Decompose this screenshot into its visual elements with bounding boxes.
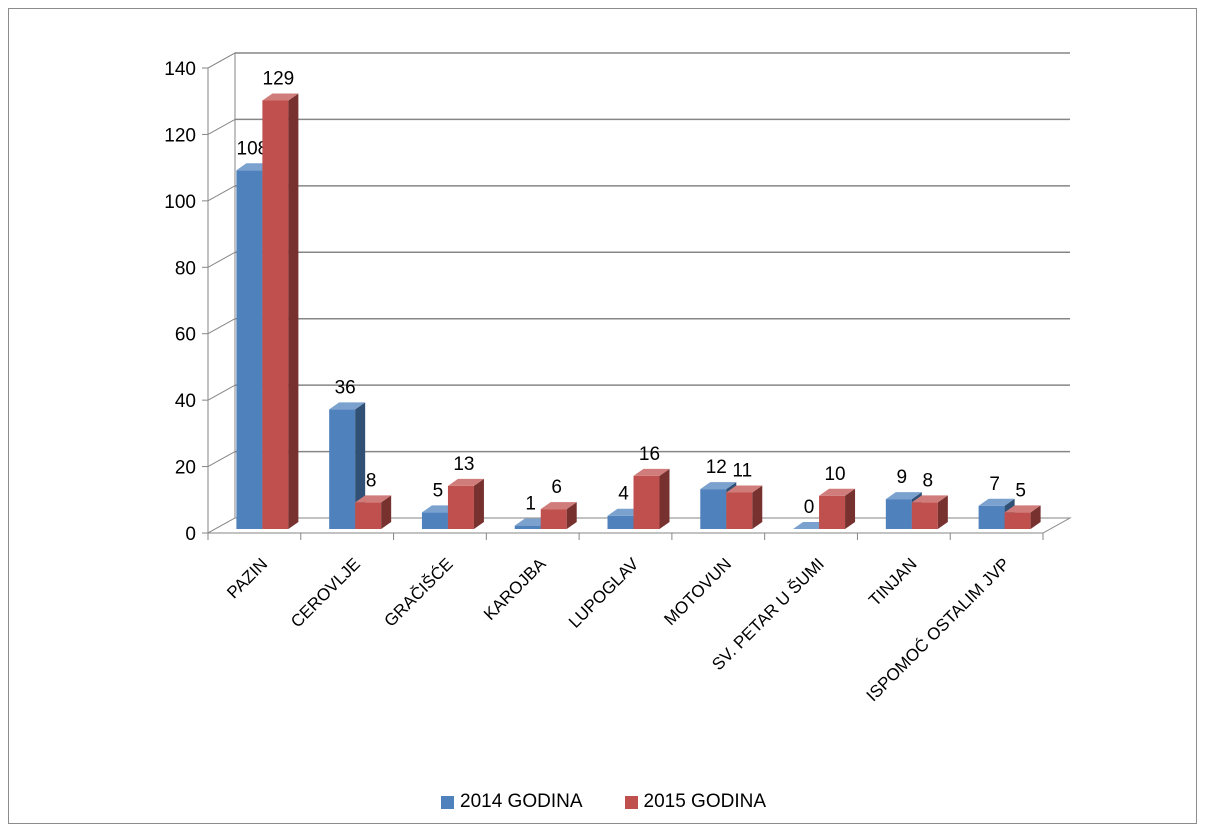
data-label: 108 bbox=[237, 138, 269, 159]
bar-face bbox=[566, 502, 577, 529]
bar-face bbox=[421, 512, 448, 529]
x-tick-label: LUPOGLAV bbox=[565, 554, 643, 632]
bar-face bbox=[355, 495, 392, 503]
bar-face bbox=[381, 495, 392, 529]
bar-2015-4 bbox=[633, 468, 670, 529]
gridline-side bbox=[207, 318, 236, 335]
legend-swatch-2014 bbox=[441, 795, 454, 809]
y-tick-label: 140 bbox=[164, 59, 196, 80]
bar-face bbox=[607, 515, 634, 529]
bar-2015-8 bbox=[1004, 505, 1041, 529]
y-tick-label: 40 bbox=[175, 391, 196, 412]
bar-face bbox=[885, 499, 912, 529]
chart-frame bbox=[8, 8, 1197, 824]
y-tick-label: 20 bbox=[175, 458, 196, 479]
x-tick-label: TINJAN bbox=[865, 554, 921, 610]
data-label: 1 bbox=[525, 494, 536, 515]
bar-face bbox=[700, 489, 727, 529]
bar-2015-6 bbox=[819, 488, 856, 529]
legend-item-2014: 2014 GODINA bbox=[441, 791, 583, 813]
data-label: 4 bbox=[618, 484, 629, 505]
bar-face bbox=[329, 409, 356, 529]
data-label: 13 bbox=[453, 454, 474, 475]
gridline-side bbox=[207, 118, 236, 135]
data-label: 5 bbox=[433, 480, 444, 501]
side-wall bbox=[207, 52, 236, 534]
bar-face bbox=[911, 502, 938, 529]
bar-2015-2 bbox=[447, 478, 484, 529]
data-label: 16 bbox=[639, 444, 660, 465]
bar-face bbox=[726, 492, 753, 529]
bar-face bbox=[726, 485, 763, 493]
bar-face bbox=[819, 495, 846, 529]
bar-face bbox=[355, 502, 382, 529]
y-tick-label: 80 bbox=[175, 258, 196, 279]
bar-face bbox=[978, 505, 1005, 529]
bar-face bbox=[262, 93, 299, 101]
bar-face bbox=[752, 485, 763, 529]
x-tick-label: GRAČIŠĆE bbox=[381, 554, 457, 630]
y-tick-label: 0 bbox=[185, 524, 196, 545]
bar-face bbox=[473, 478, 484, 529]
x-tick-label: CEROVLJE bbox=[287, 554, 364, 631]
bar-2015-5 bbox=[726, 485, 763, 529]
data-label: 11 bbox=[732, 460, 752, 481]
data-label: 8 bbox=[923, 470, 934, 491]
gridline-side bbox=[207, 451, 236, 468]
bar-face bbox=[978, 498, 1015, 506]
bar-face bbox=[288, 93, 299, 530]
data-label: 12 bbox=[706, 457, 727, 478]
data-label: 8 bbox=[366, 470, 377, 491]
bar-face bbox=[659, 468, 670, 529]
bar-face bbox=[236, 170, 263, 530]
bar-face bbox=[262, 100, 289, 530]
bar-face bbox=[885, 492, 922, 500]
data-label: 6 bbox=[551, 477, 562, 498]
data-label: 9 bbox=[897, 467, 908, 488]
gridline-side bbox=[207, 251, 236, 268]
y-tick-label: 100 bbox=[164, 192, 196, 213]
bar-face bbox=[845, 488, 856, 529]
legend-label-2014: 2014 GODINA bbox=[460, 791, 583, 812]
y-tick-label: 120 bbox=[164, 125, 196, 146]
bar-face bbox=[700, 482, 737, 490]
bar-2015-7 bbox=[911, 495, 948, 529]
gridline-side bbox=[207, 384, 236, 401]
data-label: 7 bbox=[989, 474, 1000, 495]
bar-face bbox=[1004, 512, 1031, 529]
bar-face bbox=[329, 402, 366, 410]
bar-face bbox=[1004, 505, 1041, 513]
x-tick-label: KAROJBA bbox=[480, 554, 550, 624]
legend-swatch-2015 bbox=[624, 795, 638, 809]
gridline-side bbox=[207, 52, 236, 69]
bar-face bbox=[540, 509, 567, 529]
bar-face bbox=[633, 468, 670, 476]
data-label: 0 bbox=[804, 497, 815, 518]
bar-face bbox=[911, 495, 948, 503]
data-label: 10 bbox=[824, 464, 845, 485]
bar-face bbox=[447, 485, 474, 529]
x-tick-label: MOTOVUN bbox=[660, 554, 735, 629]
bar-2015-0 bbox=[262, 93, 299, 530]
bar-face bbox=[1030, 505, 1041, 529]
data-label: 36 bbox=[335, 377, 356, 398]
legend-label-2015: 2015 GODINA bbox=[643, 791, 767, 812]
legend: 2014 GODINA 2015 GODINA bbox=[0, 788, 1207, 816]
data-label: 129 bbox=[263, 69, 295, 90]
y-tick-label: 60 bbox=[175, 325, 196, 346]
bar-face bbox=[514, 525, 541, 529]
gridline-side bbox=[207, 185, 236, 202]
legend-item-2015: 2015 GODINA bbox=[624, 791, 767, 813]
data-label: 5 bbox=[1015, 480, 1026, 501]
bar-face bbox=[447, 478, 484, 486]
x-tick-label: PAZIN bbox=[223, 554, 271, 602]
bar-face bbox=[540, 502, 577, 510]
bar-2015-3 bbox=[540, 502, 577, 529]
bar-face bbox=[633, 475, 660, 529]
bar-face bbox=[937, 495, 948, 529]
bar-2015-1 bbox=[355, 495, 392, 529]
bar-face bbox=[819, 488, 856, 496]
